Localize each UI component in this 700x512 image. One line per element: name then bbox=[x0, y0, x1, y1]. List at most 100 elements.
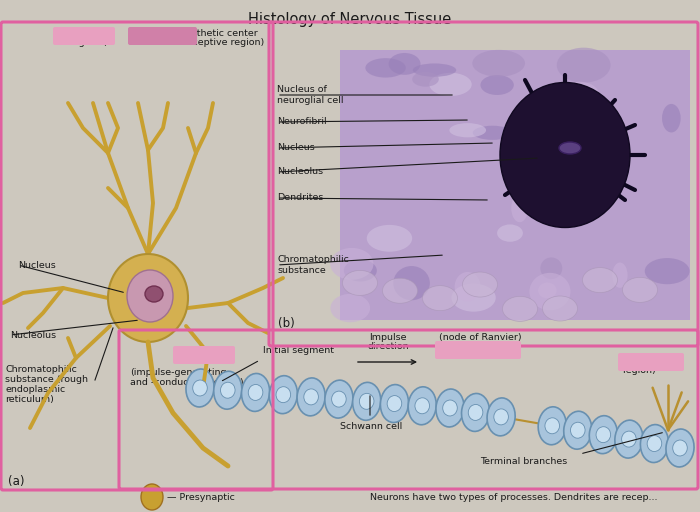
Ellipse shape bbox=[560, 82, 599, 108]
Ellipse shape bbox=[408, 387, 436, 425]
Ellipse shape bbox=[540, 258, 562, 279]
Ellipse shape bbox=[330, 294, 370, 322]
Bar bbox=[340, 50, 690, 320]
Ellipse shape bbox=[640, 424, 668, 462]
FancyBboxPatch shape bbox=[173, 346, 235, 364]
Ellipse shape bbox=[612, 263, 628, 288]
Ellipse shape bbox=[556, 48, 610, 82]
Text: (node of Ranvier): (node of Ranvier) bbox=[439, 333, 522, 342]
Text: Neurons have two types of processes. Dendrites are recep...: Neurons have two types of processes. Den… bbox=[370, 494, 657, 502]
Ellipse shape bbox=[270, 376, 298, 414]
Ellipse shape bbox=[127, 270, 173, 322]
Text: Dendrites: Dendrites bbox=[277, 194, 323, 203]
Ellipse shape bbox=[473, 50, 525, 77]
Text: — Presynaptic: — Presynaptic bbox=[167, 494, 235, 502]
Ellipse shape bbox=[497, 224, 523, 242]
Ellipse shape bbox=[545, 418, 559, 434]
Text: direction: direction bbox=[368, 342, 409, 351]
Ellipse shape bbox=[393, 266, 430, 300]
Ellipse shape bbox=[622, 278, 657, 303]
Ellipse shape bbox=[389, 53, 421, 75]
Ellipse shape bbox=[332, 391, 346, 407]
Ellipse shape bbox=[454, 272, 480, 302]
Ellipse shape bbox=[538, 283, 557, 298]
Text: Initial segment: Initial segment bbox=[263, 346, 334, 355]
Ellipse shape bbox=[353, 382, 381, 420]
Text: (receptive: (receptive bbox=[64, 29, 112, 38]
Ellipse shape bbox=[423, 286, 458, 311]
Text: (impulse-generating: (impulse-generating bbox=[130, 368, 227, 377]
Text: Nucleus of
neuroglial cell: Nucleus of neuroglial cell bbox=[277, 85, 344, 105]
Ellipse shape bbox=[615, 420, 643, 458]
Ellipse shape bbox=[547, 122, 566, 146]
Ellipse shape bbox=[365, 58, 406, 78]
Ellipse shape bbox=[468, 404, 483, 420]
Ellipse shape bbox=[480, 75, 514, 95]
Ellipse shape bbox=[538, 407, 566, 445]
Text: Impulse: Impulse bbox=[370, 333, 407, 342]
Ellipse shape bbox=[596, 426, 610, 443]
Ellipse shape bbox=[666, 429, 694, 467]
Ellipse shape bbox=[382, 278, 417, 303]
Text: substance (rough: substance (rough bbox=[5, 375, 88, 384]
Ellipse shape bbox=[367, 225, 412, 252]
Ellipse shape bbox=[556, 195, 582, 221]
Ellipse shape bbox=[186, 369, 214, 407]
Text: Nucleus: Nucleus bbox=[18, 261, 56, 269]
Ellipse shape bbox=[297, 378, 326, 416]
Ellipse shape bbox=[500, 82, 630, 227]
FancyBboxPatch shape bbox=[435, 341, 521, 359]
Ellipse shape bbox=[547, 133, 564, 153]
Ellipse shape bbox=[304, 389, 318, 405]
Ellipse shape bbox=[463, 272, 498, 297]
Ellipse shape bbox=[673, 440, 687, 456]
Ellipse shape bbox=[582, 268, 617, 292]
Ellipse shape bbox=[145, 286, 163, 302]
Ellipse shape bbox=[359, 393, 374, 409]
Ellipse shape bbox=[473, 126, 512, 140]
Ellipse shape bbox=[529, 273, 570, 310]
Text: (a): (a) bbox=[8, 475, 25, 488]
Text: Chromatophilic
substance: Chromatophilic substance bbox=[277, 255, 349, 275]
Ellipse shape bbox=[551, 125, 587, 151]
Ellipse shape bbox=[325, 380, 353, 418]
Ellipse shape bbox=[461, 394, 489, 432]
Text: Schwann cell: Schwann cell bbox=[340, 422, 402, 431]
Ellipse shape bbox=[387, 396, 402, 412]
Ellipse shape bbox=[413, 63, 456, 77]
Ellipse shape bbox=[449, 123, 486, 137]
Ellipse shape bbox=[645, 258, 690, 284]
Text: Nucleolus: Nucleolus bbox=[277, 167, 323, 177]
Ellipse shape bbox=[380, 385, 409, 422]
Ellipse shape bbox=[494, 409, 508, 425]
Text: Chromatophilic: Chromatophilic bbox=[5, 365, 77, 374]
Text: Neurofibril: Neurofibril bbox=[277, 117, 327, 126]
Ellipse shape bbox=[564, 411, 592, 449]
Ellipse shape bbox=[503, 296, 538, 322]
Ellipse shape bbox=[241, 373, 270, 412]
Ellipse shape bbox=[487, 398, 515, 436]
FancyBboxPatch shape bbox=[53, 27, 115, 45]
Ellipse shape bbox=[342, 270, 377, 295]
Ellipse shape bbox=[589, 416, 617, 454]
Text: region): region) bbox=[622, 366, 656, 375]
Ellipse shape bbox=[108, 254, 188, 342]
Ellipse shape bbox=[193, 380, 207, 396]
Ellipse shape bbox=[344, 260, 377, 282]
Text: (b): (b) bbox=[278, 317, 295, 330]
Ellipse shape bbox=[429, 73, 472, 96]
Text: Nucleolus: Nucleolus bbox=[10, 331, 56, 339]
Ellipse shape bbox=[648, 436, 661, 452]
Ellipse shape bbox=[276, 387, 290, 402]
Text: and -conducting region): and -conducting region) bbox=[130, 378, 244, 387]
Ellipse shape bbox=[559, 142, 581, 154]
Ellipse shape bbox=[511, 194, 528, 222]
FancyBboxPatch shape bbox=[618, 353, 684, 371]
Ellipse shape bbox=[452, 284, 496, 312]
Text: regions): regions) bbox=[69, 38, 107, 47]
Ellipse shape bbox=[248, 385, 262, 400]
Text: reticulum): reticulum) bbox=[5, 395, 54, 404]
Text: (biosynthetic center: (biosynthetic center bbox=[162, 29, 258, 38]
FancyBboxPatch shape bbox=[128, 27, 197, 45]
Text: Nucleus: Nucleus bbox=[277, 143, 315, 153]
